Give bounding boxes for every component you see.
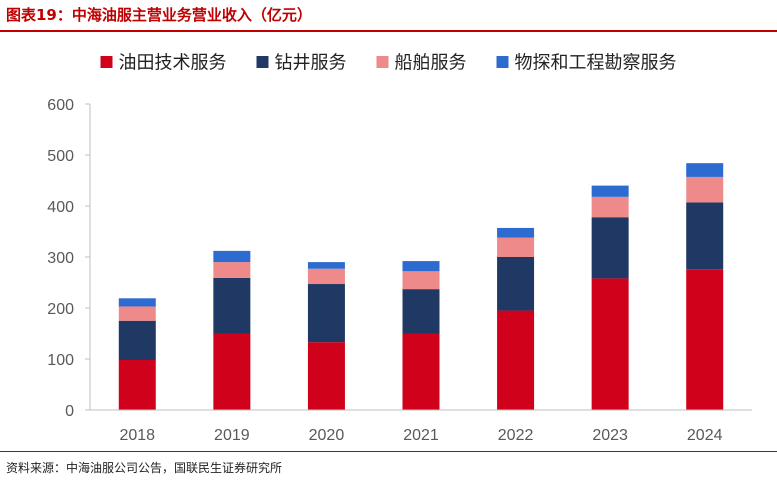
bar-segment-3 [402,271,440,290]
bar-stack-group [118,163,724,410]
source-note: 资料来源：中海油服公司公告，国联民生证券研究所 [6,461,283,475]
bar-segment-1 [591,278,629,410]
legend-label: 钻井服务 [275,53,347,74]
x-tick-label: 2020 [309,427,345,444]
bar-segment-4 [497,227,535,238]
bar-segment-1 [213,333,251,410]
legend-label: 船舶服务 [395,53,467,74]
figure-title: 图表19：中海油服主营业务营业收入（亿元） [6,6,312,24]
legend-swatch [496,56,509,68]
y-tick-label: 600 [47,97,74,114]
x-tick-label: 2021 [403,427,439,444]
legend-swatch [376,56,389,68]
bar-segment-1 [497,310,535,410]
bar-segment-2 [402,289,440,334]
y-tick-label: 500 [47,148,74,165]
bar-segment-1 [686,269,724,410]
y-tick-label: 200 [47,301,74,318]
bar-segment-2 [591,217,629,279]
bar-segment-1 [307,342,345,410]
y-tick-label: 300 [47,250,74,267]
bar-segment-3 [497,237,535,257]
bottom-divider [0,451,777,452]
x-tick-label: 2023 [592,427,628,444]
x-tick-label: 2019 [214,427,250,444]
bar-segment-3 [213,262,251,278]
bar-segment-4 [213,250,251,263]
bar-segment-4 [402,261,440,272]
bar-segment-4 [686,163,724,177]
legend-swatch [256,56,269,68]
bar-segment-2 [213,277,251,334]
bar-segment-4 [118,298,156,307]
x-axis: 2018 2019 2020 2021 2022 2023 2024 [90,409,752,444]
top-divider [0,30,777,32]
bar-segment-3 [118,306,156,321]
y-tick-label: 100 [47,352,74,369]
bar-segment-1 [402,333,440,410]
bar-segment-3 [686,176,724,203]
legend-label: 油田技术服务 [119,53,227,74]
bar-segment-1 [118,360,156,410]
bar-segment-3 [591,196,629,218]
y-tick-label: 400 [47,199,74,216]
legend-label: 物探和工程勘察服务 [515,53,677,74]
x-tick-label: 2018 [119,427,155,444]
bar-segment-4 [591,185,629,197]
x-tick-label: 2022 [498,427,534,444]
chart-legend: 油田技术服务 钻井服务 船舶服务 物探和工程勘察服务 [100,53,677,74]
bar-segment-2 [307,284,345,343]
stacked-bar-chart: 油田技术服务 钻井服务 船舶服务 物探和工程勘察服务 0 100 200 300 400 500… [47,53,752,444]
bar-segment-3 [307,268,345,285]
y-tick-label: 0 [65,403,74,420]
bar-segment-2 [497,257,535,311]
legend-swatch [100,56,113,68]
bar-segment-2 [118,320,156,361]
bar-segment-2 [686,202,724,270]
y-axis: 0 100 200 300 400 500 600 [47,97,91,420]
x-tick-label: 2024 [687,427,723,444]
bar-segment-4 [307,262,345,269]
